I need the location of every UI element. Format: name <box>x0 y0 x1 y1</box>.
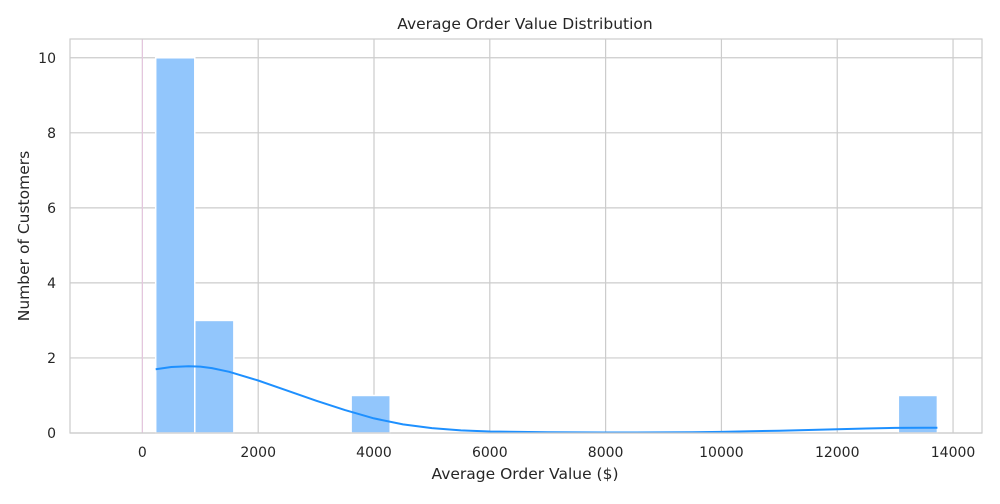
bars-layer <box>154 57 939 434</box>
y-tick-label: 6 <box>47 201 56 217</box>
y-tick-label: 10 <box>38 51 56 67</box>
kde-line <box>155 365 938 434</box>
histogram-bar <box>154 57 196 434</box>
y-axis-label: Number of Customers <box>15 151 33 321</box>
plot-frame <box>69 38 983 434</box>
axes-layer <box>69 38 983 434</box>
x-tick-label: 6000 <box>472 445 508 461</box>
y-tick-label: 2 <box>47 351 56 367</box>
y-tick-label: 0 <box>47 426 56 442</box>
kde-layer <box>155 365 938 434</box>
x-tick-label: 10000 <box>699 445 744 461</box>
x-tick-label: 2000 <box>240 445 276 461</box>
x-axis-label: Average Order Value ($) <box>432 465 619 483</box>
x-tick-label: 0 <box>138 445 147 461</box>
y-tick-label: 4 <box>47 276 56 292</box>
x-tick-label: 8000 <box>588 445 624 461</box>
chart-title: Average Order Value Distribution <box>397 15 652 33</box>
x-tick-label: 12000 <box>815 445 860 461</box>
x-tick-label: 4000 <box>356 445 392 461</box>
histogram-bar <box>194 319 235 434</box>
x-tick-label: 14000 <box>931 445 976 461</box>
grid-layer <box>70 39 982 434</box>
ticks-layer: 0 2000 4000 6000 8000 10000 12000 14000 0 2 4 6 8 10 <box>38 51 975 461</box>
y-tick-label: 8 <box>47 126 56 142</box>
